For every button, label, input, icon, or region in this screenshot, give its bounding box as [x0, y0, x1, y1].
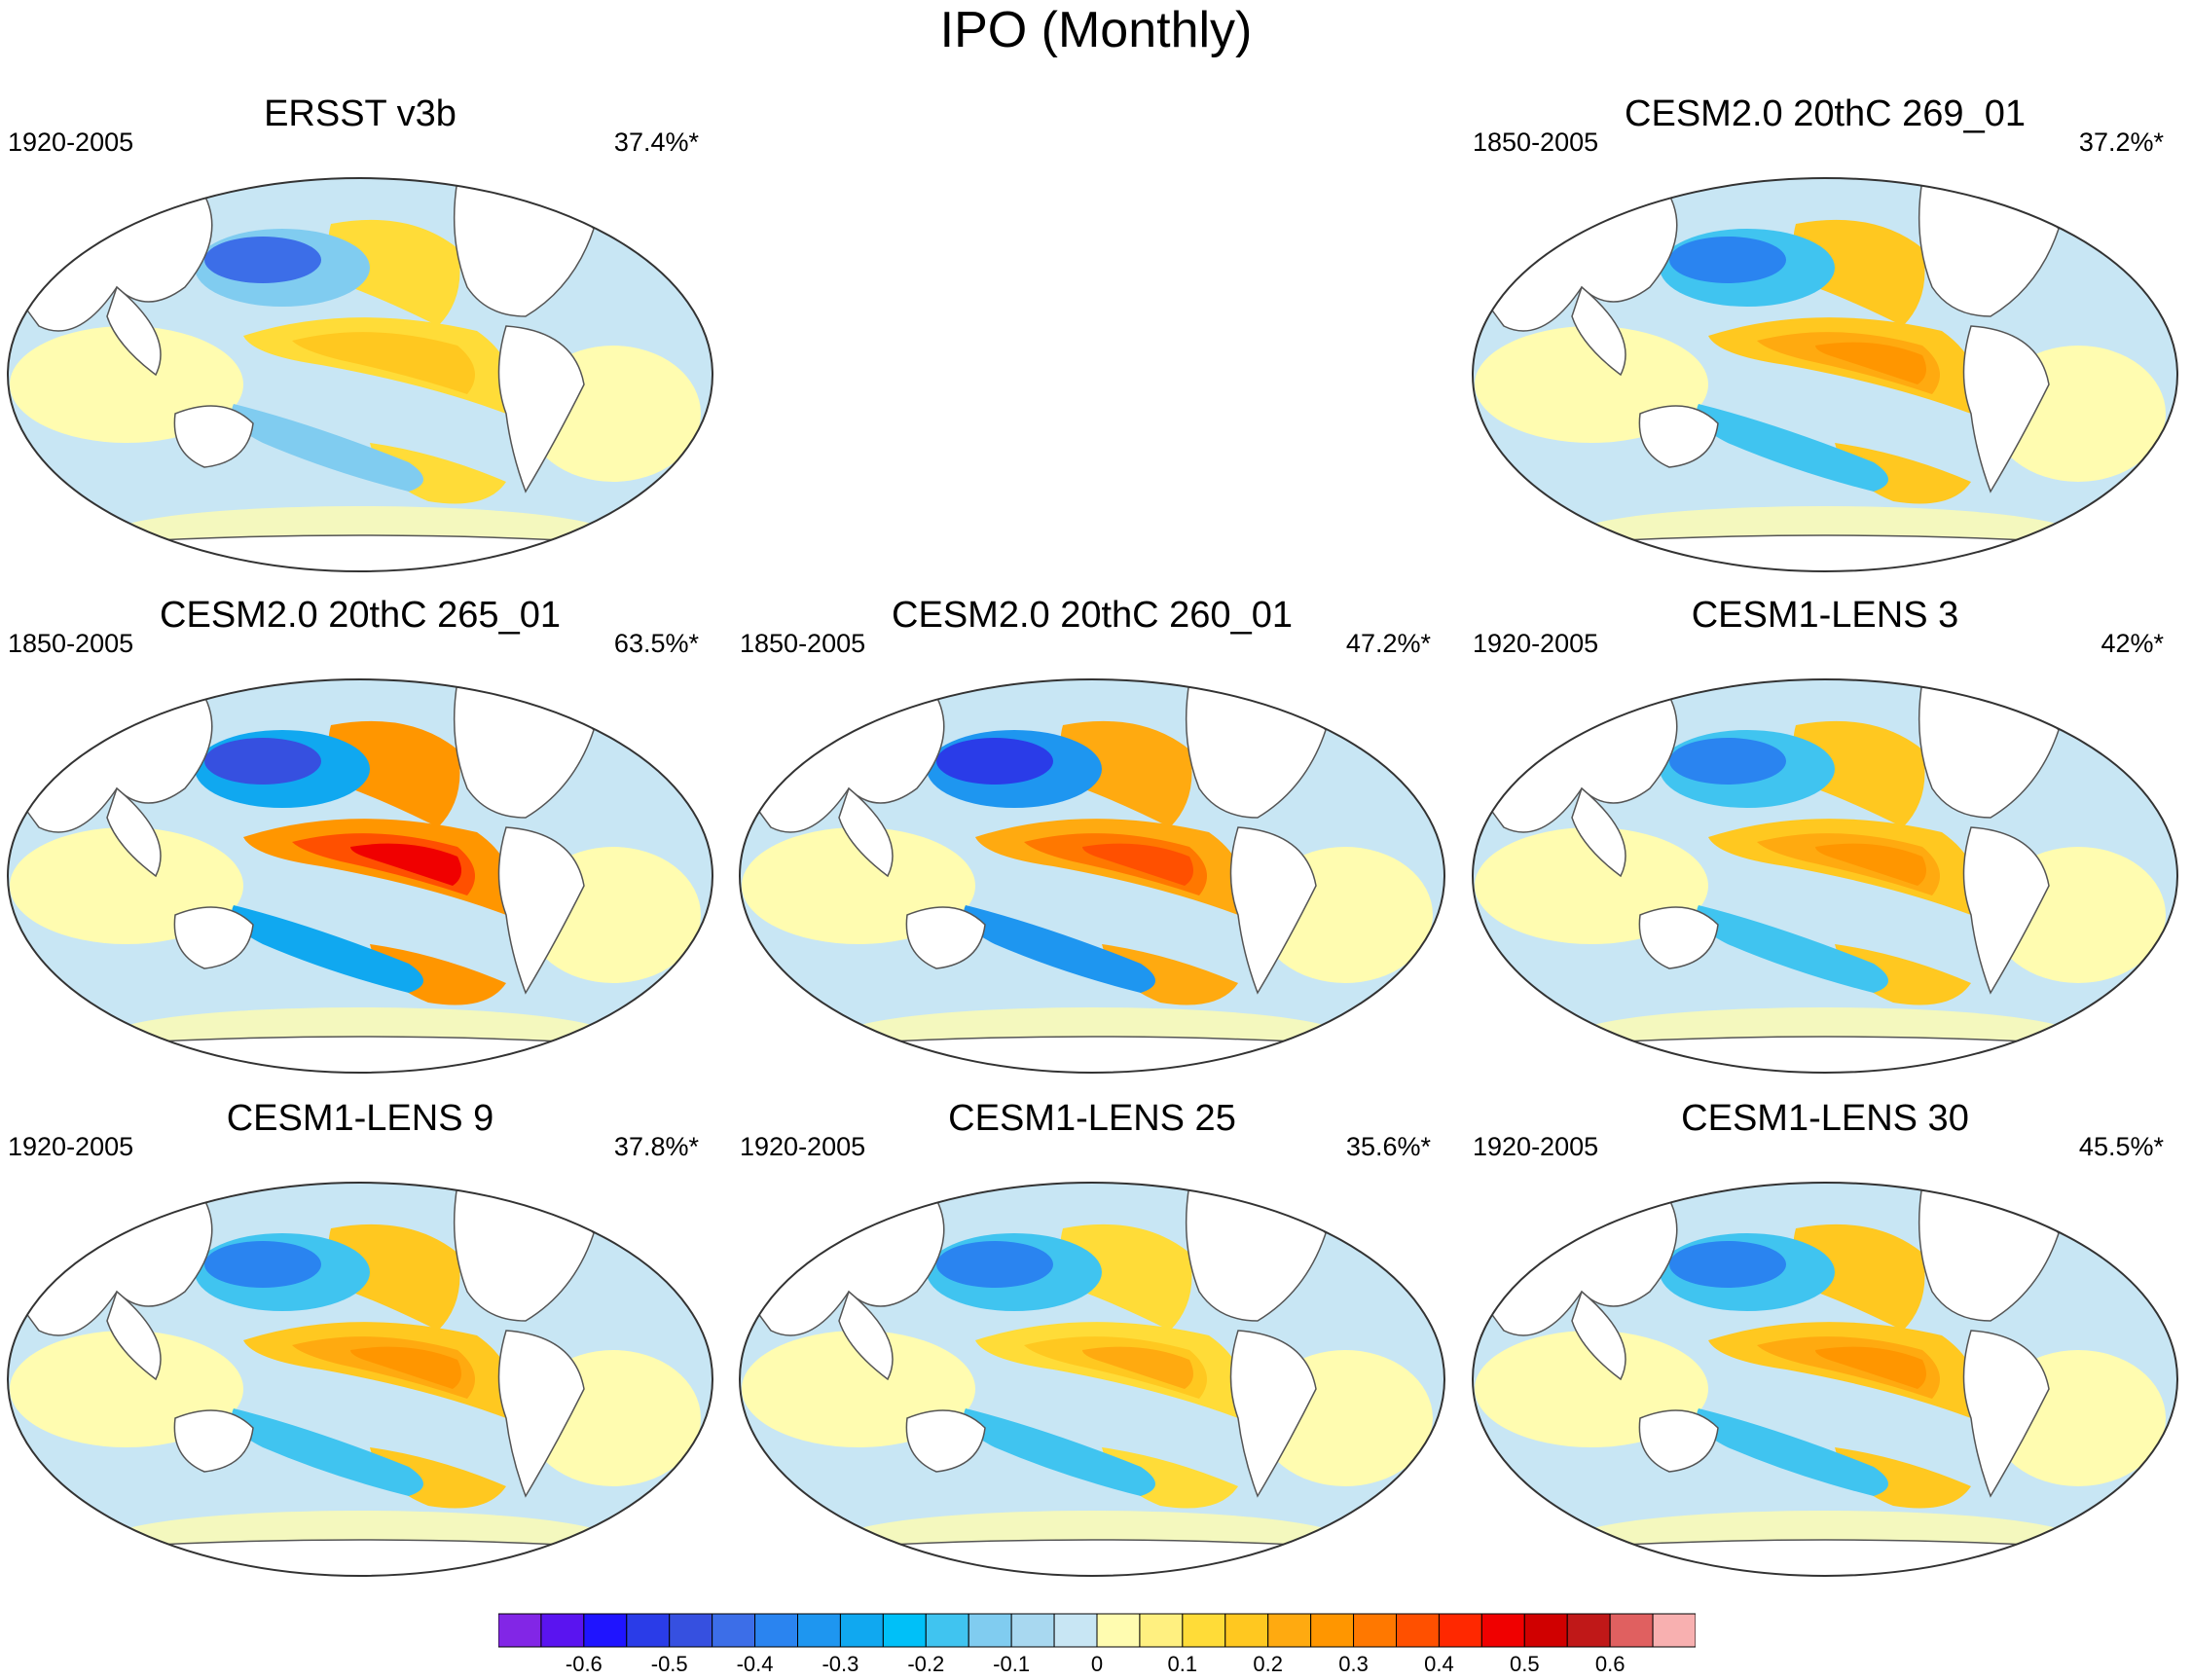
colorbar-swatch: [669, 1613, 713, 1648]
map-panel: CESM1-LENS 30 1920-2005 45.5%*: [1465, 1097, 2185, 1593]
figure-title: IPO (Monthly): [939, 2, 1253, 58]
panel-title: CESM2.0 20thC 260_01: [892, 595, 1293, 636]
colorbar-swatch: [1267, 1613, 1312, 1648]
panel-title: CESM1-LENS 3: [1691, 595, 1959, 636]
colorbar-swatch: [1523, 1613, 1568, 1648]
colorbar-swatch: [754, 1613, 799, 1648]
colorbar-swatch: [1609, 1613, 1654, 1648]
map-panel: CESM2.0 20thC 260_01 1850-2005 47.2%*: [732, 594, 1452, 1090]
world-map: [1472, 1182, 2178, 1577]
colorbar-tick-label: 0: [1090, 1652, 1104, 1676]
panel-years: 1920-2005: [1473, 629, 1599, 658]
colorbar-swatch: [498, 1613, 542, 1648]
panel-variance-percent: 37.2%*: [2078, 128, 2164, 157]
panel-title: CESM1-LENS 30: [1681, 1098, 1969, 1139]
panel-years: 1920-2005: [1473, 1132, 1599, 1161]
world-map: [1472, 177, 2178, 572]
map-panel: CESM1-LENS 3 1920-2005 42%*: [1465, 594, 2185, 1090]
colorbar-swatch: [1010, 1613, 1055, 1648]
map-panel: CESM2.0 20thC 269_01 1850-2005 37.2%*: [1465, 92, 2185, 589]
colorbar-tick-label: -0.6: [565, 1652, 603, 1676]
colorbar-tick-label: -0.3: [822, 1652, 859, 1676]
colorbar-tick-label: -0.1: [993, 1652, 1031, 1676]
panel-years: 1920-2005: [8, 128, 134, 157]
panel-years: 1920-2005: [8, 1132, 134, 1161]
panel-years: 1850-2005: [8, 629, 134, 658]
colorbar-swatch: [925, 1613, 969, 1648]
colorbar-swatch: [1182, 1613, 1226, 1648]
colorbar-swatch: [882, 1613, 927, 1648]
colorbar-swatch: [839, 1613, 884, 1648]
panel-title: CESM1-LENS 9: [226, 1098, 494, 1139]
colorbar-tick-label: 0.5: [1509, 1652, 1540, 1676]
colorbar-boxes: [498, 1613, 1696, 1648]
colorbar-tick-label: -0.2: [907, 1652, 945, 1676]
panel-years: 1850-2005: [1473, 128, 1599, 157]
colorbar-tick-label: -0.4: [736, 1652, 774, 1676]
world-map: [739, 678, 1445, 1074]
world-map: [739, 1182, 1445, 1577]
colorbar-tick-label: 0.2: [1253, 1652, 1283, 1676]
panel-years: 1850-2005: [740, 629, 866, 658]
colorbar-swatch: [712, 1613, 756, 1648]
map-panel: CESM2.0 20thC 265_01 1850-2005 63.5%*: [0, 594, 720, 1090]
colorbar-swatch: [1438, 1613, 1482, 1648]
panel-title: CESM2.0 20thC 269_01: [1625, 93, 2026, 134]
map-panel: CESM1-LENS 9 1920-2005 37.8%*: [0, 1097, 720, 1593]
world-map: [1472, 678, 2178, 1074]
colorbar-swatch: [968, 1613, 1012, 1648]
colorbar-tick-label: 0.6: [1594, 1652, 1626, 1676]
colorbar-swatch: [1096, 1613, 1141, 1648]
world-map: [7, 678, 713, 1074]
panel-variance-percent: 37.8%*: [613, 1132, 699, 1161]
world-map: [7, 1182, 713, 1577]
colorbar-swatch: [1139, 1613, 1184, 1648]
colorbar-swatch: [797, 1613, 841, 1648]
colorbar-swatch: [1652, 1613, 1696, 1648]
colorbar-swatch: [1566, 1613, 1611, 1648]
colorbar-swatch: [1053, 1613, 1098, 1648]
map-panel: CESM1-LENS 25 1920-2005 35.6%*: [732, 1097, 1452, 1593]
colorbar-swatch: [626, 1613, 671, 1648]
panel-variance-percent: 45.5%*: [2078, 1132, 2164, 1161]
colorbar-tick-label: 0.1: [1167, 1652, 1198, 1676]
panel-title: ERSST v3b: [264, 93, 457, 134]
colorbar-swatch: [1353, 1613, 1397, 1648]
colorbar-swatch: [1396, 1613, 1440, 1648]
colorbar-swatch: [540, 1613, 585, 1648]
colorbar-swatch: [1480, 1613, 1525, 1648]
world-map: [7, 177, 713, 572]
panel-years: 1920-2005: [740, 1132, 866, 1161]
colorbar-swatch: [1310, 1613, 1355, 1648]
panel-variance-percent: 63.5%*: [613, 629, 699, 658]
panel-title: CESM2.0 20thC 265_01: [160, 595, 561, 636]
colorbar-swatch: [1224, 1613, 1269, 1648]
colorbar-swatch: [583, 1613, 628, 1648]
map-panel: ERSST v3b 1920-2005 37.4%*: [0, 92, 720, 589]
colorbar-tick-label: 0.3: [1338, 1652, 1369, 1676]
panel-variance-percent: 47.2%*: [1345, 629, 1431, 658]
panel-title: CESM1-LENS 25: [948, 1098, 1236, 1139]
colorbar-tick-label: 0.4: [1424, 1652, 1454, 1676]
panel-variance-percent: 37.4%*: [613, 128, 699, 157]
colorbar: -0.6 -0.5 -0.4 -0.3 -0.2 -0.1 0 0.1 0.2 0.3 0.4 0.5…: [498, 1612, 1696, 1680]
panel-variance-percent: 35.6%*: [1345, 1132, 1431, 1161]
panel-variance-percent: 42%*: [2101, 629, 2164, 658]
colorbar-tick-label: -0.5: [650, 1652, 688, 1676]
